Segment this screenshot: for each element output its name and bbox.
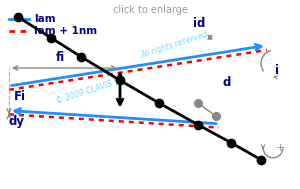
Text: lam + 1nm: lam + 1nm [34, 26, 98, 36]
Text: lam: lam [34, 14, 56, 24]
Text: © 2009 CLAVIS SA: © 2009 CLAVIS SA [55, 75, 125, 106]
Text: All rights reserved: All rights reserved [139, 30, 209, 60]
Text: +: + [276, 143, 285, 153]
Text: d: d [222, 76, 231, 89]
Text: dy: dy [8, 115, 25, 128]
Text: click to enlarge: click to enlarge [112, 5, 188, 15]
Text: Fi: Fi [14, 90, 26, 103]
Text: id: id [193, 17, 206, 30]
Text: i: i [275, 64, 280, 77]
Text: fi: fi [56, 51, 64, 64]
